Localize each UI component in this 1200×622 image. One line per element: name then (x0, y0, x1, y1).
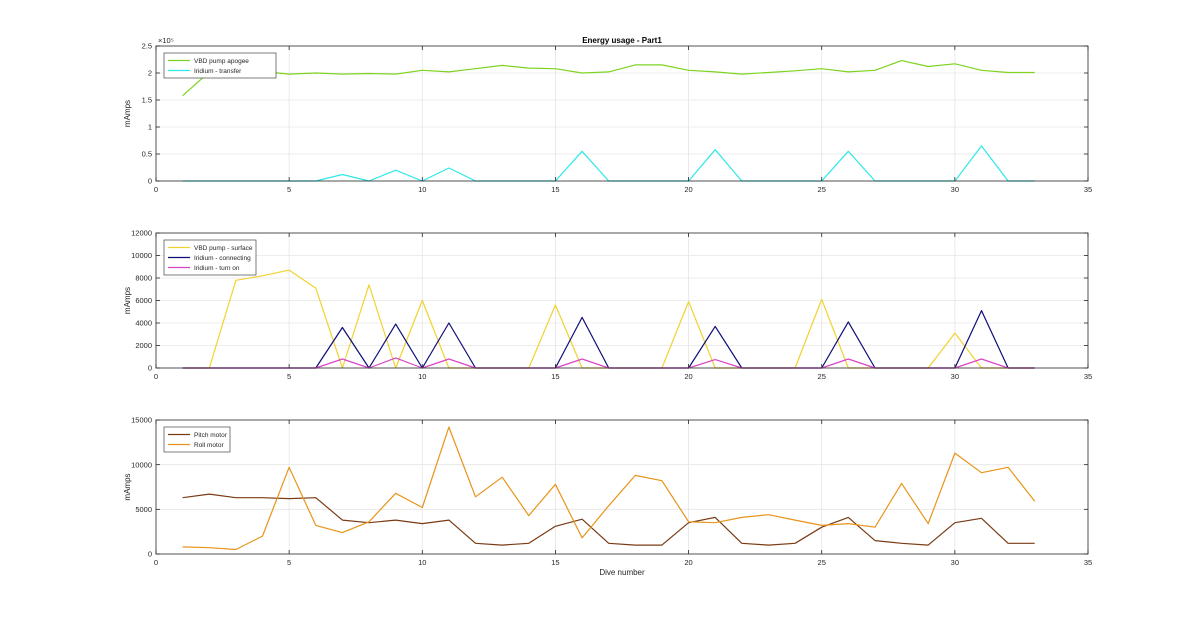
y-axis-label: mAmps (123, 100, 132, 127)
legend-label-2: Roll motor (194, 442, 224, 449)
x-tick-label: 15 (551, 558, 559, 567)
x-tick-label: 35 (1084, 185, 1092, 194)
y-tick-label: 4000 (135, 319, 152, 328)
legend-label-3: Iridium - turn on (194, 265, 240, 272)
y-tick-label: 1 (148, 123, 152, 132)
x-tick-label: 20 (684, 372, 692, 381)
legend-label-1: VBD pump - surface (194, 245, 253, 252)
y-tick-label: 10000 (131, 460, 152, 469)
y-exponent-label: ×10⁵ (158, 36, 174, 45)
legend-box (163, 52, 277, 79)
series-line-1 (182, 493, 1035, 546)
x-tick-label: 0 (154, 558, 158, 567)
x-tick-label: 5 (287, 372, 291, 381)
axes-1: 0 5 10 15 20 25 30 35 0 0.5 1 1.5 2 2.5 ×10⁵ Energy usa… (123, 36, 1092, 194)
legend-box (163, 426, 231, 453)
x-tick-label: 5 (287, 558, 291, 567)
legend-label-1: Pitch motor (194, 432, 228, 439)
y-tick-label: 12000 (131, 229, 152, 238)
y-axis-label: mAmps (123, 287, 132, 314)
y-tick-label: 2000 (135, 341, 152, 350)
x-tick-label: 15 (551, 372, 559, 381)
x-tick-label: 20 (684, 558, 692, 567)
y-tick-label: 10000 (131, 251, 152, 260)
y-tick-label: 0 (148, 177, 152, 186)
x-tick-label: 30 (951, 185, 959, 194)
x-tick-label: 10 (418, 558, 426, 567)
x-tick-label: 30 (951, 558, 959, 567)
series-line-1 (182, 59, 1035, 97)
x-tick-label: 25 (818, 372, 826, 381)
x-tick-label: 20 (684, 185, 692, 194)
y-axis-label: mAmps (123, 473, 132, 500)
y-tick-label: 8000 (135, 274, 152, 283)
plot-area (156, 420, 1088, 554)
x-tick-label: 5 (287, 185, 291, 194)
axes-3: 0 5 10 15 20 25 30 35 0 5000 10000 15000 mAmps Dive n… (123, 416, 1092, 577)
y-tick-label: 1.5 (142, 96, 152, 105)
y-tick-label: 0 (148, 550, 152, 559)
axes-box (155, 419, 1089, 555)
x-tick-label: 10 (418, 185, 426, 194)
x-tick-label: 25 (818, 558, 826, 567)
y-tick-label: 5000 (135, 505, 152, 514)
y-tick-label: 0 (148, 364, 152, 373)
y-tick-label: 6000 (135, 296, 152, 305)
x-axis-label: Dive number (599, 568, 645, 577)
legend-label-2: Iridium - connecting (194, 255, 251, 262)
x-tick-label: 10 (418, 372, 426, 381)
y-tick-label: 15000 (131, 416, 152, 425)
y-tick-label: 2 (148, 69, 152, 78)
plot-area (156, 46, 1088, 181)
chart-title: Energy usage - Part1 (582, 36, 662, 45)
x-tick-label: 30 (951, 372, 959, 381)
y-tick-label: 2.5 (142, 42, 152, 51)
legend-label-2: Iridium - transfer (194, 68, 242, 75)
axes-box (155, 45, 1089, 182)
x-tick-label: 25 (818, 185, 826, 194)
x-tick-label: 15 (551, 185, 559, 194)
x-tick-label: 35 (1084, 372, 1092, 381)
x-tick-label: 35 (1084, 558, 1092, 567)
x-tick-label: 0 (154, 372, 158, 381)
axes-2: 0 5 10 15 20 25 30 35 0 2000 4000 6000 8000 10000 1200… (123, 229, 1092, 381)
x-tick-label: 0 (154, 185, 158, 194)
legend-label-1: VBD pump apogee (194, 58, 249, 65)
y-tick-label: 0.5 (142, 150, 152, 159)
series-line-2 (182, 426, 1036, 551)
